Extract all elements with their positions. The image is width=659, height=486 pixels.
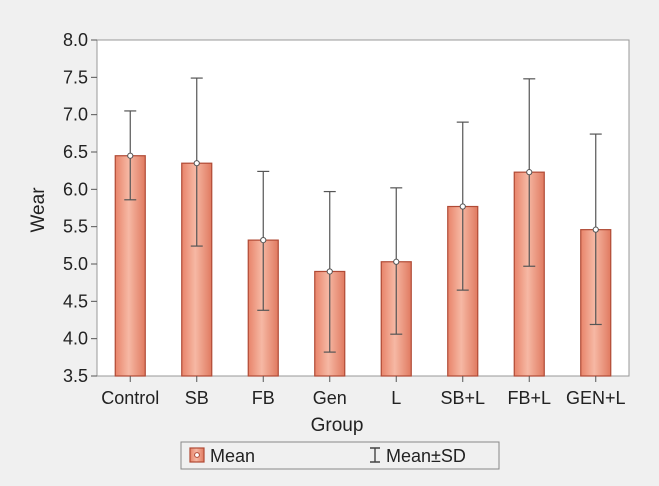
legend-mean-dot (194, 452, 200, 458)
x-tick-label: GEN+L (566, 388, 626, 408)
mean-marker (393, 258, 400, 265)
mean-marker (193, 160, 200, 167)
x-tick-label: SB (185, 388, 209, 408)
y-axis-title: Wear (28, 187, 49, 233)
plot-area (96, 39, 630, 377)
x-axis-title: Group (311, 415, 364, 436)
x-tick-label: FB+L (507, 388, 551, 408)
y-tick-label: 5.0 (63, 254, 88, 274)
legend-mean-label: Mean (210, 446, 255, 466)
x-tick-label: Control (101, 388, 159, 408)
x-axis: Control SB FB Gen L SB+L FB+L GEN+L (101, 376, 626, 408)
legend-sd-label: Mean±SD (386, 446, 466, 466)
legend-sd-icon (370, 447, 380, 463)
mean-marker (326, 268, 333, 275)
y-tick-label: 6.5 (63, 142, 88, 162)
legend-box (180, 441, 500, 470)
x-tick-label: L (391, 388, 401, 408)
mean-marker (526, 169, 533, 176)
y-tick-label: 4.0 (63, 329, 88, 349)
mean-marker (127, 152, 134, 159)
y-tick-label: 5.5 (63, 217, 88, 237)
y-tick-label: 3.5 (63, 366, 88, 386)
y-tick-label: 7.0 (63, 105, 88, 125)
y-tick-label: 7.5 (63, 67, 88, 87)
x-tick-label: FB (252, 388, 275, 408)
error-bars-group (124, 77, 602, 353)
y-tick-label: 4.5 (63, 291, 88, 311)
y-tick-label: 6.0 (63, 179, 88, 199)
mean-marker (459, 203, 466, 210)
y-tick-label: 8.0 (63, 30, 88, 50)
legend: Mean Mean±SD (180, 441, 500, 470)
x-tick-label: Gen (313, 388, 347, 408)
y-axis: 3.5 4.0 4.5 5.0 5.5 6.0 6.5 7.0 7.5 8.0 (63, 30, 97, 386)
mean-marker (592, 226, 599, 233)
x-tick-label: SB+L (440, 388, 485, 408)
mean-marker (260, 237, 267, 244)
